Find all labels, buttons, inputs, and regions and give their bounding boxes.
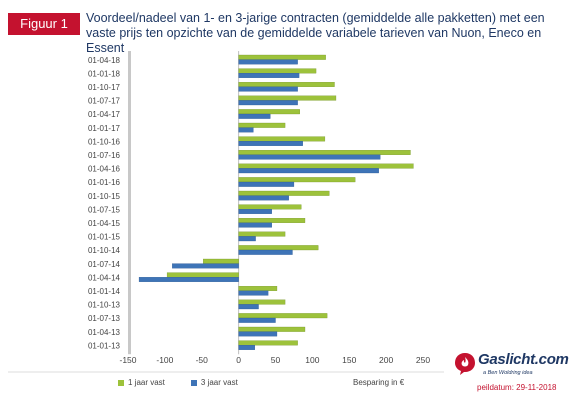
legend-swatch-3-jaar (190, 379, 197, 386)
bar-1-jaar-vast (238, 109, 300, 115)
bar-1-jaar-vast (238, 190, 330, 196)
bar-3-jaar-vast (238, 236, 256, 242)
bar-3-jaar-vast (238, 141, 303, 146)
bar-3-jaar-vast (238, 304, 259, 310)
y-tick-label: 01-10-16 (88, 137, 121, 146)
bar-3-jaar-vast (238, 195, 289, 201)
y-tick-label: 01-04-13 (88, 328, 121, 337)
bar-1-jaar-vast (238, 326, 306, 332)
x-axis-label: Besparing in € (353, 378, 405, 387)
legend-item-3-jaar: 3 jaar vast (190, 378, 238, 387)
bar-1-jaar-vast (238, 136, 326, 142)
x-tick-label: 50 (271, 355, 281, 365)
y-tick-label: 01-01-13 (88, 341, 121, 350)
bar-1-jaar-vast (166, 272, 239, 278)
y-tick-label: 01-01-18 (88, 69, 121, 78)
bar-3-jaar-vast (238, 222, 272, 228)
bar-3-jaar-vast (138, 277, 239, 282)
bar-1-jaar-vast (238, 163, 414, 169)
y-tick-label: 01-04-16 (88, 165, 121, 174)
bar-3-jaar-vast (238, 168, 379, 174)
y-tick-label: 01-01-14 (88, 287, 121, 296)
bar-3-jaar-vast (238, 181, 295, 187)
x-tick-label: -100 (156, 355, 173, 365)
bar-3-jaar-vast (238, 209, 272, 214)
y-tick-label: 01-07-13 (88, 314, 121, 323)
bar-3-jaar-vast (238, 317, 276, 323)
bar-3-jaar-vast (238, 73, 300, 78)
bar-1-jaar-vast (238, 177, 356, 183)
x-tick-label: 200 (379, 355, 393, 365)
bar-1-jaar-vast (238, 122, 286, 128)
bar-1-jaar-vast (238, 245, 319, 251)
y-tick-label: 01-01-17 (88, 124, 121, 133)
figure-label: Figuur 1 (8, 13, 80, 35)
legend-item-1-jaar: 1 jaar vast (118, 378, 165, 387)
bar-1-jaar-vast (238, 82, 335, 87)
bar-1-jaar-vast (238, 150, 411, 155)
y-tick-label: 01-10-15 (88, 192, 121, 201)
bar-1-jaar-vast (203, 258, 239, 264)
y-tick-label: 01-07-17 (88, 97, 121, 106)
x-tick-label: 100 (305, 355, 319, 365)
bar-3-jaar-vast (238, 86, 298, 92)
x-tick-label: -150 (119, 355, 136, 365)
bar-1-jaar-vast (238, 204, 302, 210)
y-tick-label: 01-04-15 (88, 219, 121, 228)
bar-1-jaar-vast (238, 95, 337, 101)
bar-3-jaar-vast (238, 127, 254, 133)
gaslicht-logo[interactable]: Gaslicht.com a Ben Woldring idea (452, 349, 582, 379)
y-tick-label: 01-10-17 (88, 83, 121, 92)
y-axis-line (128, 51, 131, 355)
legend-swatch-1-jaar (118, 379, 124, 386)
bar-3-jaar-vast (238, 59, 298, 65)
bar-3-jaar-vast (238, 290, 269, 296)
y-tick-label: 01-04-14 (88, 273, 121, 282)
bar-3-jaar-vast (238, 113, 271, 119)
bar-1-jaar-vast (238, 68, 317, 74)
legend-label-3-jaar: 3 jaar vast (200, 378, 238, 387)
y-tick-label: 01-10-13 (88, 301, 121, 310)
bar-1-jaar-vast (238, 231, 286, 237)
x-tick-label: 150 (342, 355, 356, 365)
bar-1-jaar-vast (238, 299, 286, 305)
x-tick-label: 250 (416, 355, 430, 365)
legend-label-1-jaar: 1 jaar vast (128, 378, 165, 387)
y-tick-label: 01-07-15 (88, 205, 121, 214)
bar-3-jaar-vast (238, 249, 293, 255)
bar-3-jaar-vast (172, 263, 239, 269)
y-tick-label: 01-01-15 (88, 233, 121, 242)
bar-1-jaar-vast (238, 313, 328, 319)
gaslicht-logo-icon (455, 353, 475, 375)
bar-3-jaar-vast (238, 154, 381, 160)
legend: 1 jaar vast 3 jaar vast (118, 378, 238, 387)
bar-1-jaar-vast (238, 218, 306, 223)
y-tick-label: 01-01-16 (88, 178, 121, 187)
y-tick-label: 01-07-16 (88, 151, 121, 160)
chart-title: Voordeel/nadeel van 1- en 3-jarige contr… (86, 11, 545, 55)
logo-wordmark: Gaslicht.com (478, 351, 569, 368)
bar-1-jaar-vast (238, 54, 326, 60)
logo-tagline: a Ben Woldring idea (483, 370, 533, 376)
y-tick-label: 01-04-18 (88, 56, 121, 65)
peildatum: peildatum: 29-11-2018 (477, 383, 557, 392)
bar-1-jaar-vast (238, 286, 278, 291)
bar-3-jaar-vast (238, 331, 278, 337)
bar-1-jaar-vast (238, 340, 298, 346)
bar-3-jaar-vast (238, 100, 298, 106)
x-tick-label: 0 (236, 355, 241, 365)
y-tick-label: 01-04-17 (88, 110, 121, 119)
y-tick-label: 01-07-14 (88, 260, 121, 269)
x-tick-label: -50 (196, 355, 209, 365)
bar-3-jaar-vast (238, 345, 256, 350)
y-tick-label: 01-10-14 (88, 246, 121, 255)
